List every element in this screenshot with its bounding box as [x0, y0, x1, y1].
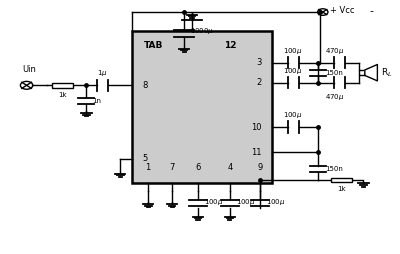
- Bar: [330, 178, 352, 182]
- Text: 4: 4: [227, 164, 232, 172]
- Text: 10: 10: [251, 122, 262, 132]
- Text: 100$\mu$: 100$\mu$: [283, 45, 302, 56]
- Polygon shape: [365, 65, 377, 81]
- Text: 11: 11: [251, 148, 262, 157]
- Bar: [52, 83, 74, 88]
- Text: 100$\mu$: 100$\mu$: [266, 197, 285, 207]
- Text: 100$\mu$: 100$\mu$: [283, 110, 302, 120]
- Bar: [360, 70, 365, 75]
- Text: 2: 2: [256, 78, 262, 87]
- Text: 1: 1: [146, 164, 151, 172]
- Text: 5: 5: [142, 154, 148, 163]
- Text: 12: 12: [224, 41, 236, 50]
- Text: 1k: 1k: [337, 186, 346, 192]
- Text: + Vcc: + Vcc: [330, 6, 354, 14]
- Text: 100$\mu$: 100$\mu$: [283, 66, 302, 76]
- Text: 470$\mu$: 470$\mu$: [325, 92, 344, 102]
- Text: 150n: 150n: [325, 70, 343, 76]
- Text: -: -: [370, 6, 374, 16]
- Text: 1000$\mu$: 1000$\mu$: [190, 26, 214, 36]
- Text: Uin: Uin: [23, 65, 36, 74]
- Text: 1$\mu$: 1$\mu$: [97, 68, 108, 78]
- Text: 7: 7: [170, 164, 175, 172]
- Text: 100$\mu$: 100$\mu$: [236, 197, 255, 207]
- Text: 1k: 1k: [58, 92, 67, 98]
- Text: 9: 9: [257, 164, 262, 172]
- Text: 100$\mu$: 100$\mu$: [204, 197, 224, 207]
- Text: 3: 3: [256, 58, 262, 67]
- Text: R$_L$: R$_L$: [381, 67, 393, 79]
- Text: 1n: 1n: [92, 98, 101, 104]
- Text: 6: 6: [195, 164, 201, 172]
- Bar: [132, 31, 272, 183]
- Text: 470$\mu$: 470$\mu$: [325, 45, 344, 56]
- Text: 8: 8: [142, 81, 148, 90]
- Text: 150n: 150n: [325, 166, 343, 172]
- Text: TAB: TAB: [144, 41, 164, 50]
